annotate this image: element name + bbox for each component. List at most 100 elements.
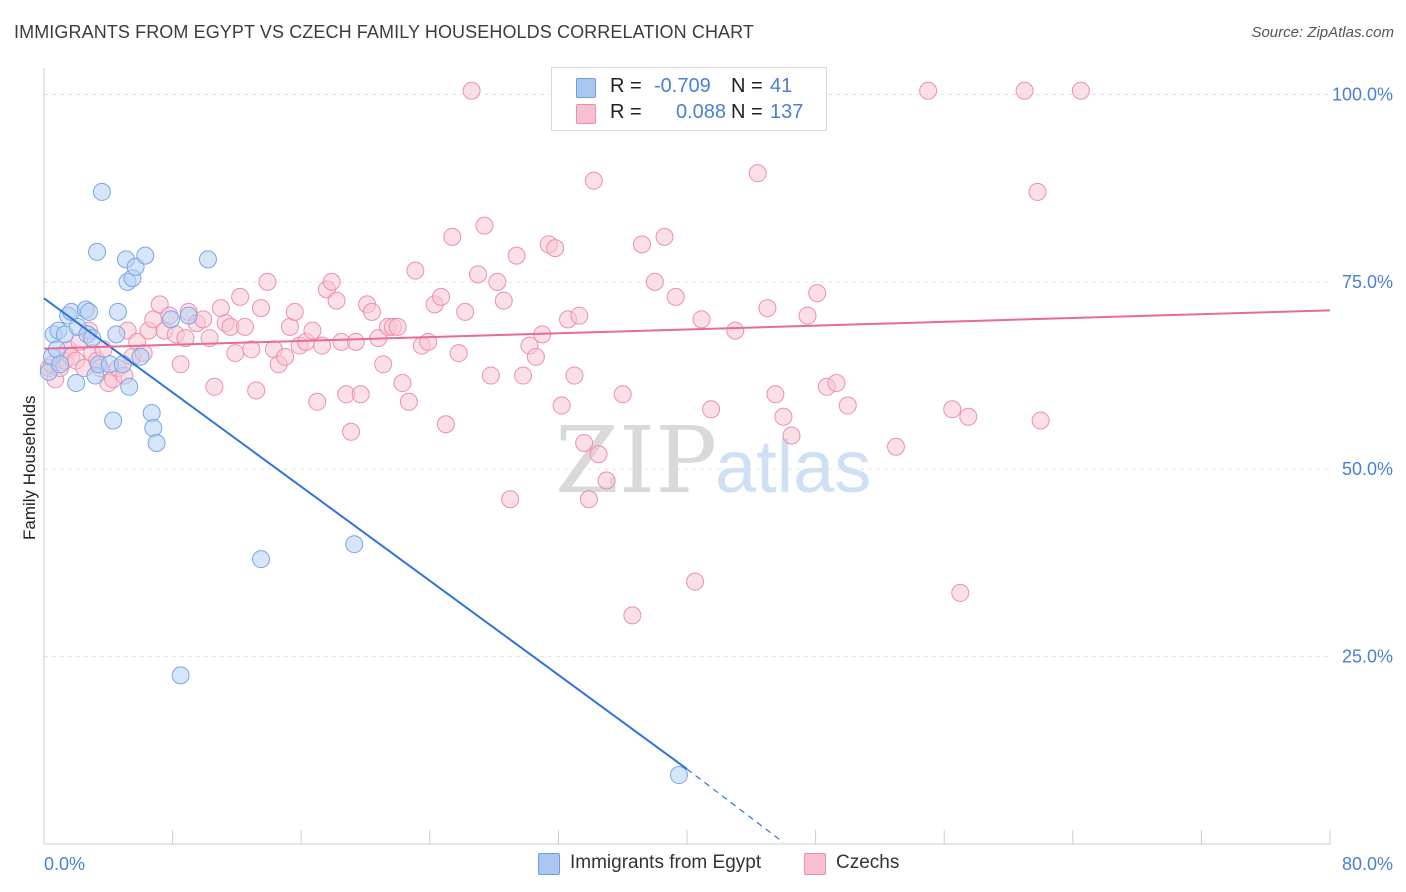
czechs-point	[322, 272, 341, 291]
czechs-point	[342, 422, 361, 441]
egypt-point	[80, 302, 99, 321]
czechs-point	[475, 216, 494, 235]
czechs-point	[308, 392, 327, 411]
czechs-point	[1015, 81, 1034, 100]
stats-legend: R = -0.709 N = 41 R = 0.088 N = 137	[551, 67, 827, 131]
czechs-point	[686, 572, 705, 591]
y-tick-label: 75.0%	[1342, 272, 1393, 292]
egypt-point	[198, 250, 217, 269]
czechs-point	[726, 321, 745, 340]
legend-label-egypt: Immigrants from Egypt	[570, 852, 762, 873]
egypt-point	[108, 302, 127, 321]
egypt-point	[147, 434, 166, 453]
czechs-point	[362, 302, 381, 321]
egypt-point	[113, 355, 132, 374]
czechs-point	[507, 246, 526, 265]
legend-swatch-egypt	[538, 853, 560, 875]
egypt-trend-line	[43, 297, 688, 770]
czechs-point	[1031, 411, 1050, 430]
czechs-point	[1028, 182, 1047, 201]
czechs-point	[951, 583, 970, 602]
czechs-point	[546, 239, 565, 258]
czechs-point	[782, 426, 801, 445]
czechs-point	[242, 340, 261, 359]
egypt-point	[669, 766, 688, 785]
r-label: R =	[610, 101, 642, 123]
egypt-point	[179, 306, 198, 325]
czechs-point	[645, 272, 664, 291]
egypt-point	[107, 325, 126, 344]
n-value: 137	[770, 101, 804, 123]
czechs-point	[346, 332, 365, 351]
czechs-point	[584, 171, 603, 190]
watermark-zip: ZIP	[555, 407, 717, 514]
czechs-point	[613, 385, 632, 404]
czechs-point	[597, 471, 616, 490]
egypt-point	[345, 535, 364, 554]
czechs-point	[552, 396, 571, 415]
czechs-point	[514, 366, 533, 385]
czechs-point	[666, 287, 685, 306]
czechs-point	[211, 299, 230, 318]
chart-title: IMMIGRANTS FROM EGYPT VS CZECH FAMILY HO…	[14, 22, 755, 42]
legend-swatch-egypt	[576, 78, 596, 98]
czechs-point	[798, 306, 817, 325]
czechs-point	[252, 299, 271, 318]
czechs-point	[327, 291, 346, 310]
czechs-point	[570, 306, 589, 325]
czechs-point	[205, 377, 224, 396]
legend-swatch-czechs	[804, 853, 826, 875]
egypt-point	[171, 666, 190, 685]
czechs-point	[1071, 81, 1090, 100]
egypt-point	[144, 419, 163, 438]
czechs-point	[565, 366, 584, 385]
czechs-point	[462, 81, 481, 100]
czechs-point	[374, 355, 393, 374]
czechs-point	[449, 344, 468, 363]
egypt-trend-line-extension	[686, 768, 784, 843]
trend-lines	[43, 297, 1331, 843]
czechs-point	[303, 321, 322, 340]
czechs-point	[655, 227, 674, 246]
egypt-point	[120, 377, 139, 396]
czechs-point	[456, 302, 475, 321]
legend-label-czechs: Czechs	[836, 852, 900, 873]
czechs-point	[200, 329, 219, 348]
czechs-point	[247, 381, 266, 400]
czechs-point	[406, 261, 425, 280]
legend-swatch-czechs	[576, 104, 596, 124]
czechs-point	[285, 302, 304, 321]
czechs-point	[959, 407, 978, 426]
czechs-point	[919, 81, 938, 100]
czechs-point	[481, 366, 500, 385]
czechs-point	[280, 317, 299, 336]
czechs-point	[494, 291, 513, 310]
n-value: 41	[770, 75, 793, 97]
y-tick-label: 25.0%	[1342, 647, 1393, 667]
czechs-point	[436, 415, 455, 434]
czechs-point	[276, 347, 295, 366]
egypt-point	[92, 182, 111, 201]
czechs-point	[235, 317, 254, 336]
czechs-point	[808, 284, 827, 303]
czechs-point	[443, 227, 462, 246]
czechs-point	[171, 355, 190, 374]
czechs-point	[488, 272, 507, 291]
egypt-point	[142, 404, 161, 423]
r-value: 0.088	[676, 101, 727, 123]
y-tick-label: 50.0%	[1342, 459, 1393, 479]
egypt-point	[104, 411, 123, 430]
czechs-point	[589, 445, 608, 464]
x-tick-label: 80.0%	[1342, 854, 1393, 874]
czechs-point	[774, 407, 793, 426]
czechs-point	[226, 344, 245, 363]
czechs-point	[526, 347, 545, 366]
y-axis-label: Family Households	[20, 395, 39, 540]
czechs-point	[758, 299, 777, 318]
czechs-point	[766, 385, 785, 404]
czechs-point	[579, 490, 598, 509]
czechs-point	[886, 437, 905, 456]
czechs-point	[388, 317, 407, 336]
czechs-point	[258, 272, 277, 291]
czechs-point	[469, 265, 488, 284]
